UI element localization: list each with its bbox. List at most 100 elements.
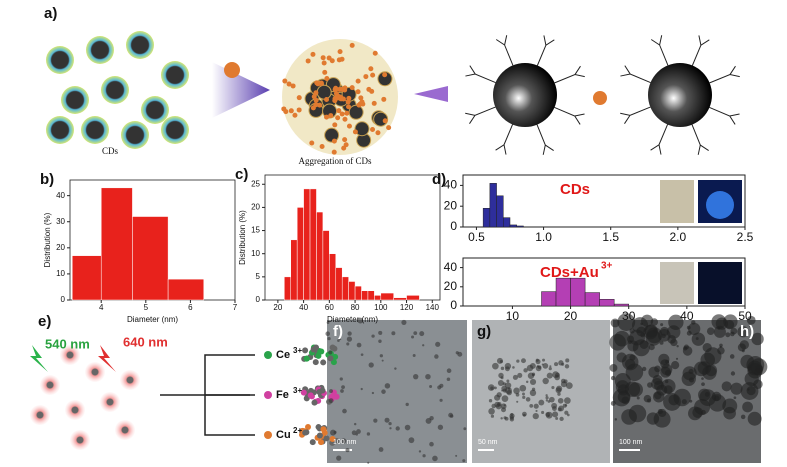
bar: [367, 290, 375, 301]
tem-texture: [542, 363, 549, 369]
tem-texture: [506, 379, 510, 383]
ligand: [495, 124, 514, 155]
tem-texture: [564, 364, 570, 369]
y-tick-label: 0: [450, 298, 457, 312]
aggregate: [320, 359, 327, 366]
panel-label: h): [740, 323, 754, 340]
tem-texture: [371, 391, 375, 395]
ion: [368, 66, 374, 72]
x-tick-label: 4: [99, 303, 104, 312]
aggregate: [329, 436, 336, 443]
bar: [335, 267, 343, 301]
tem-texture: [404, 424, 411, 431]
tem-texture: [339, 338, 342, 341]
tem-texture: [360, 353, 364, 357]
tem-texture: [340, 389, 344, 393]
tem-texture: [666, 325, 681, 339]
tem-image: [472, 320, 610, 463]
bar: [322, 230, 330, 301]
ion: [288, 108, 294, 114]
tem-texture: [325, 331, 330, 336]
tem-texture: [413, 331, 418, 335]
carbon-dot: [316, 84, 332, 100]
tem-texture: [509, 417, 515, 422]
tem-texture: [552, 406, 557, 411]
bar: [406, 295, 420, 301]
tem-texture: [555, 417, 559, 420]
tem-texture: [725, 332, 731, 338]
carbon-dot: [377, 71, 393, 87]
particle: [648, 63, 712, 127]
tem-texture: [549, 365, 552, 368]
ion: [331, 138, 337, 144]
light-icon: [30, 345, 48, 372]
tem-texture: [462, 459, 466, 463]
tem-texture: [567, 413, 570, 417]
tem-texture: [536, 365, 540, 368]
y-tick-label: 10: [251, 249, 260, 258]
bar: [100, 187, 133, 301]
ion: [355, 89, 361, 95]
tem-texture: [541, 410, 545, 414]
bar: [303, 188, 311, 301]
panel-label: b): [40, 171, 54, 188]
particle: [493, 63, 557, 127]
tem-texture: [660, 323, 664, 327]
y-tick-label: 5: [256, 272, 261, 281]
tem-texture: [356, 429, 361, 434]
tem-texture: [522, 413, 526, 417]
x-tick-label: 0.5: [468, 230, 485, 244]
aggregate: [320, 426, 327, 433]
tem-texture: [360, 387, 363, 391]
ion: [371, 100, 377, 106]
tem-texture: [617, 313, 636, 331]
bar: [570, 277, 586, 307]
ion: [264, 391, 272, 399]
tem-texture: [689, 399, 693, 403]
carbon-dot: [121, 121, 149, 149]
carbon-dot: [354, 121, 370, 137]
ion: [286, 81, 292, 87]
carbon-dot: [324, 127, 340, 143]
y-tick-label: 40: [56, 191, 65, 200]
tem-texture: [552, 371, 559, 378]
tem-texture: [747, 363, 763, 379]
vial-photo: [698, 262, 742, 304]
ion: [313, 97, 319, 103]
tem-texture: [538, 399, 545, 406]
bar: [393, 297, 407, 301]
bar: [380, 292, 394, 301]
tem-texture: [523, 368, 528, 373]
tem-texture: [671, 361, 680, 370]
tem-texture: [500, 417, 503, 420]
tem-texture: [522, 395, 526, 399]
tem-texture: [408, 437, 415, 444]
ion: [292, 112, 298, 118]
x-axis-label: Diameter (nm): [127, 315, 178, 324]
tem-texture: [389, 427, 392, 430]
tem-texture: [533, 403, 539, 409]
y-tick-label: 20: [444, 279, 458, 293]
y-tick-label: 0: [61, 295, 66, 304]
annotation: CDs+Au: [540, 264, 599, 281]
frame: [462, 174, 746, 228]
tem-texture: [724, 320, 735, 330]
tem-texture: [388, 422, 392, 426]
carbon-dot: [81, 116, 109, 144]
tem-texture: [535, 409, 538, 413]
tem-texture: [713, 325, 726, 338]
annotation: CDs: [560, 181, 590, 198]
wavelength: 540 nm: [45, 336, 90, 351]
tem-texture: [558, 405, 565, 412]
x-tick-label: 50: [738, 309, 752, 323]
tem-texture: [541, 363, 544, 366]
ion: [342, 116, 348, 122]
bar: [284, 276, 291, 301]
tem-texture: [681, 399, 687, 405]
tem-texture: [391, 331, 396, 336]
vial-photo: [660, 262, 694, 304]
panel-label: f): [333, 323, 343, 340]
ion: [328, 113, 334, 119]
tem-texture: [381, 359, 384, 362]
tem-texture: [661, 363, 673, 376]
